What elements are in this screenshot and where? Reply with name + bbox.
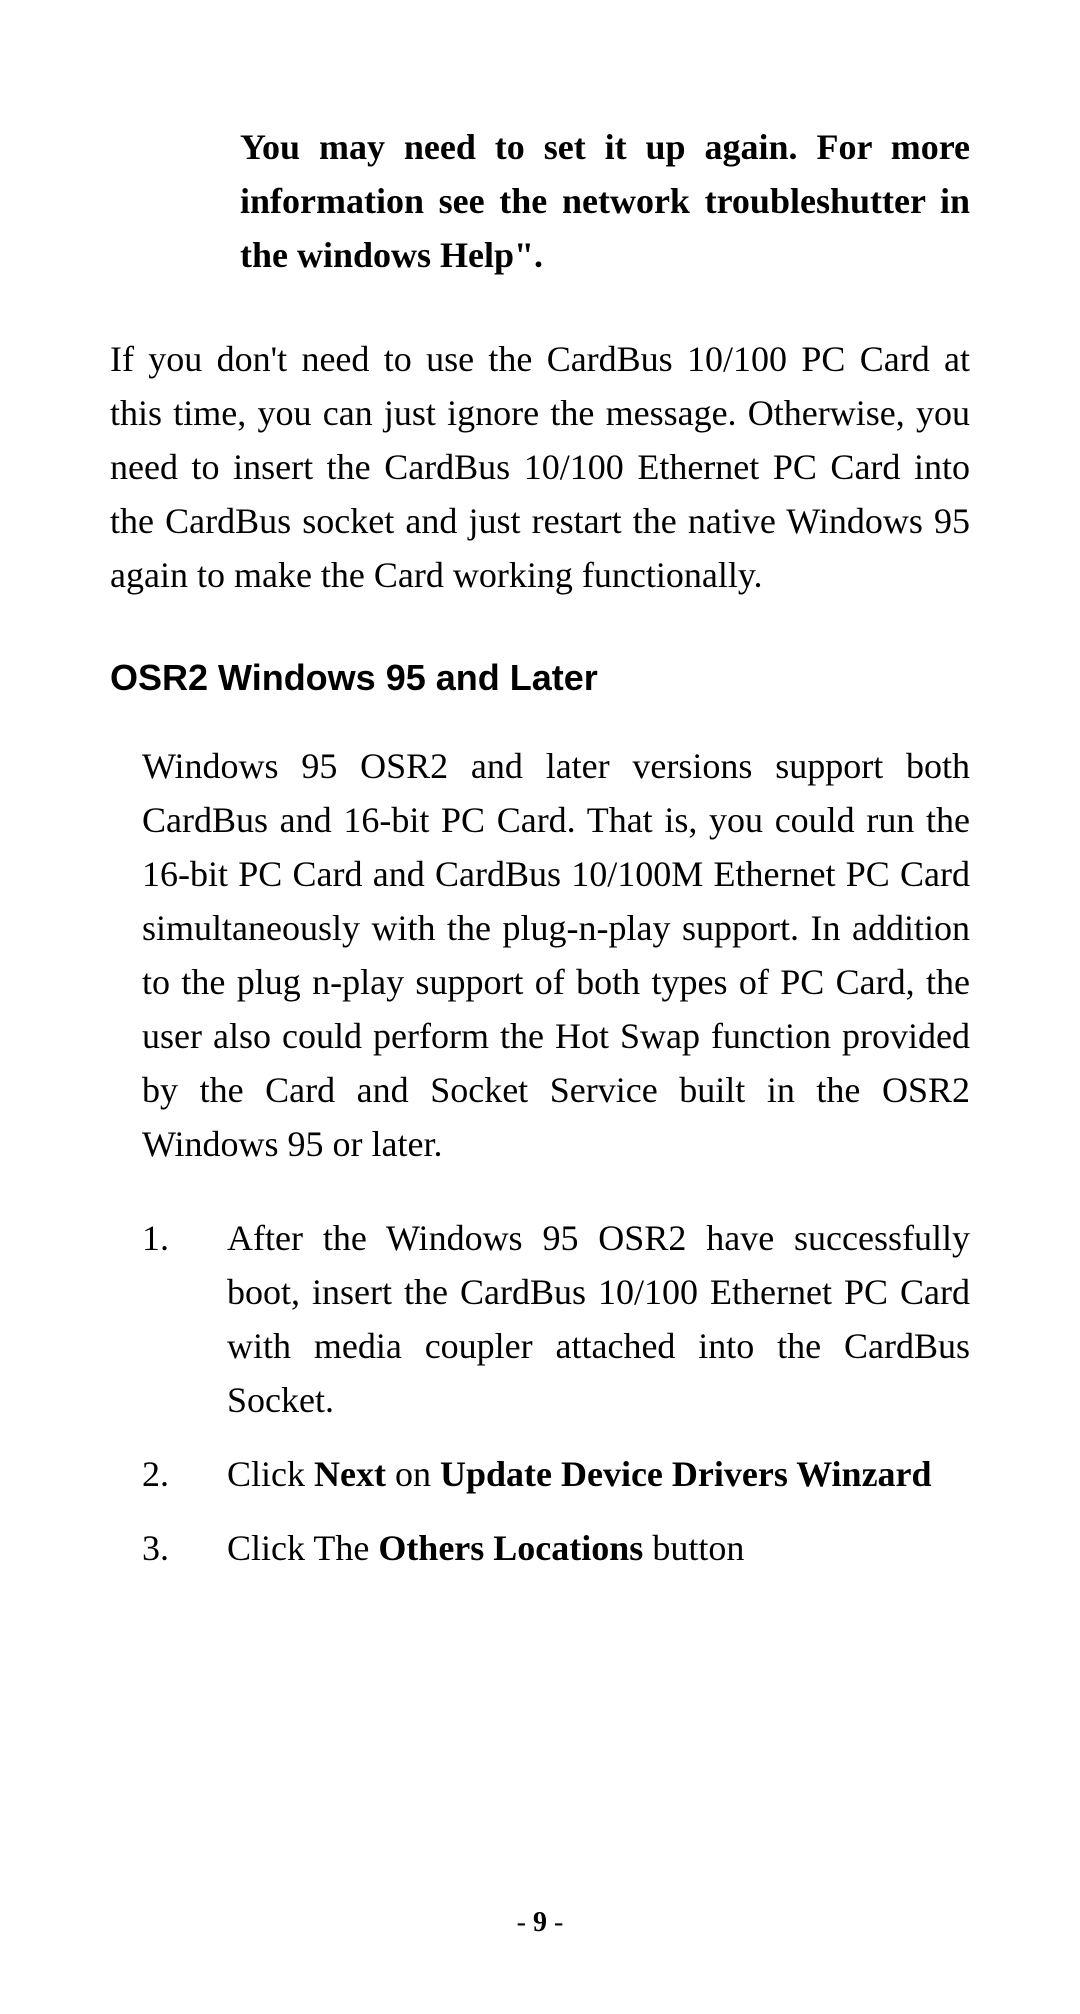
list-item: 2. Click Next on Update Device Drivers W… (142, 1447, 970, 1501)
section-heading: OSR2 Windows 95 and Later (110, 657, 970, 699)
list-marker: 3. (142, 1521, 227, 1575)
body-paragraph: If you don't need to use the CardBus 10/… (110, 332, 970, 602)
list-item: 3. Click The Others Locations button (142, 1521, 970, 1575)
page-number: - 9 - (0, 1907, 1080, 1939)
list-text: Click The Others Locations button (227, 1521, 970, 1575)
list-marker: 2. (142, 1447, 227, 1501)
list-item: 1. After the Windows 95 OSR2 have succes… (142, 1211, 970, 1427)
section-paragraph: Windows 95 OSR2 and later versions suppo… (142, 739, 970, 1171)
list-marker: 1. (142, 1211, 227, 1427)
note-paragraph: You may need to set it up again. For mor… (240, 120, 970, 282)
list-text: After the Windows 95 OSR2 have successfu… (227, 1211, 970, 1427)
list-text: Click Next on Update Device Drivers Winz… (227, 1447, 970, 1501)
numbered-list: 1. After the Windows 95 OSR2 have succes… (142, 1211, 970, 1575)
